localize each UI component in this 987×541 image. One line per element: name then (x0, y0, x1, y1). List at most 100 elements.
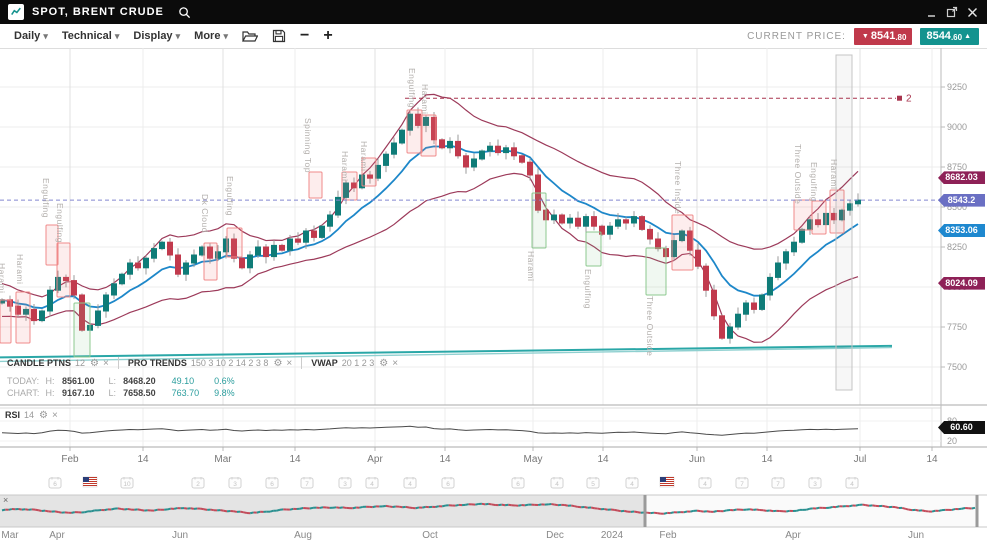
rsi-legend: RSI 14 ⚙ × (5, 409, 58, 421)
gear-icon[interactable]: ⚙ (39, 409, 48, 421)
today-change-pct: 0.6% (214, 376, 235, 386)
pattern-box (226, 227, 243, 258)
date-tick-label: 14 (761, 454, 773, 465)
calendar-event-icon[interactable]: 6 (511, 477, 525, 489)
app-logo-icon (8, 4, 24, 20)
navigator-month-label: 2024 (601, 530, 624, 541)
menu-periodicity[interactable]: Daily ▾ (14, 30, 48, 42)
zoom-out-button[interactable]: − (300, 27, 310, 44)
calendar-event-icon[interactable]: 7 (771, 477, 785, 489)
navigator-handle[interactable] (975, 495, 979, 527)
pattern-annotation: Spinning Top (303, 118, 313, 173)
price-axis-badge: 8543.2 (938, 193, 985, 207)
svg-text:5: 5 (591, 481, 595, 488)
close-icon[interactable]: × (392, 357, 399, 369)
today-stats-row: TODAY: H: 8561.00 L: 8468.20 49.10 0.6% (7, 376, 235, 386)
close-icon[interactable]: × (103, 357, 109, 369)
calendar-event-icon[interactable]: 5 (586, 477, 600, 489)
today-low: 8468.20 (123, 376, 156, 386)
navigator-handle[interactable] (643, 495, 647, 527)
gear-icon[interactable]: ⚙ (273, 357, 283, 369)
menu-more[interactable]: More ▾ (194, 30, 229, 42)
vwap-legend: VWAP (311, 358, 338, 368)
zoom-in-button[interactable]: + (323, 27, 333, 44)
calendar-event-icon[interactable]: 4 (365, 477, 379, 489)
price-axis-badge: 8682.03 (938, 171, 985, 185)
svg-text:4: 4 (850, 481, 854, 488)
pattern-annotation: Engulfing (809, 162, 819, 202)
calendar-event-icon[interactable]: 7 (300, 477, 314, 489)
rsi-line (1, 425, 859, 436)
pattern-box (203, 242, 218, 281)
pattern-annotation: Harami (340, 151, 350, 182)
date-tick-label: Jul (854, 454, 867, 465)
search-icon[interactable] (178, 6, 191, 19)
navigator-close-icon[interactable]: × (3, 495, 9, 505)
menu-display[interactable]: Display ▾ (133, 30, 181, 42)
chart-high: 9167.10 (62, 388, 95, 398)
pattern-box (56, 242, 71, 298)
legend-separator (301, 357, 303, 369)
calendar-event-icon[interactable]: 4 (550, 477, 564, 489)
calendar-event-icon[interactable]: 2 (191, 477, 205, 489)
svg-text:4: 4 (630, 481, 634, 488)
navigator-unselected-range[interactable] (0, 495, 645, 527)
close-icon[interactable] (965, 5, 979, 19)
chart-low: 7658.50 (123, 388, 156, 398)
menu-technical[interactable]: Technical ▾ (61, 30, 120, 42)
chevron-down-icon: ▾ (223, 31, 229, 41)
candle-patterns-legend: CANDLE PTNS (7, 358, 72, 368)
pattern-annotation: Three Inside (673, 161, 683, 215)
navigator-month-label: Mar (1, 530, 19, 541)
window-controls (925, 5, 987, 19)
candlestick-series (0, 107, 861, 344)
open-folder-icon[interactable] (242, 30, 259, 43)
date-tick-label: Feb (61, 454, 79, 465)
calendar-event-icon[interactable]: 4 (845, 477, 859, 489)
close-icon[interactable]: × (52, 409, 58, 421)
pattern-box (15, 291, 31, 344)
calendar-event-icon[interactable]: 6 (441, 477, 455, 489)
svg-text:4: 4 (555, 481, 559, 488)
chart-canvas[interactable]: 92509000875085008250800077507500Feb14Mar… (0, 48, 987, 541)
calendar-event-icon[interactable]: 6 (48, 477, 62, 489)
svg-text:4: 4 (703, 481, 707, 488)
save-icon[interactable] (272, 29, 286, 43)
popout-icon[interactable] (945, 5, 959, 19)
calendar-event-icon[interactable]: 4 (698, 477, 712, 489)
gear-icon[interactable]: ⚙ (379, 357, 389, 369)
selected-candle-highlight (835, 54, 853, 391)
svg-text:3: 3 (813, 481, 817, 488)
calendar-event-icon[interactable]: 4 (403, 477, 417, 489)
svg-text:6: 6 (516, 481, 520, 488)
us-flag-icon[interactable] (659, 476, 675, 488)
us-flag-icon[interactable] (82, 476, 98, 488)
pattern-box (361, 157, 377, 187)
pattern-box (406, 109, 423, 154)
gear-icon[interactable]: ⚙ (90, 357, 99, 369)
price-tick-label: 9250 (947, 82, 967, 92)
navigator-month-label: Oct (422, 530, 438, 541)
pattern-box (73, 302, 91, 358)
pattern-annotation: Harami (15, 254, 25, 285)
today-high: 8561.00 (62, 376, 95, 386)
calendar-event-icon[interactable]: 3 (338, 477, 352, 489)
chevron-down-icon: ▾ (114, 31, 120, 41)
calendar-event-icon[interactable]: 3 (808, 477, 822, 489)
calendar-event-icon[interactable]: 4 (625, 477, 639, 489)
svg-text:6: 6 (270, 481, 274, 488)
svg-text:10: 10 (123, 481, 131, 488)
calendar-event-icon[interactable]: 3 (228, 477, 242, 489)
pro-trends-legend: PRO TRENDS (127, 358, 187, 368)
close-icon[interactable]: × (286, 357, 293, 369)
calendar-event-icon[interactable]: 6 (265, 477, 279, 489)
calendar-event-icon[interactable]: 7 (735, 477, 749, 489)
legend-separator (117, 357, 119, 369)
pattern-box (793, 199, 813, 231)
minimize-icon[interactable] (925, 5, 939, 19)
calendar-event-icon[interactable]: 10 (120, 477, 134, 489)
svg-text:4: 4 (370, 481, 374, 488)
pattern-box (420, 114, 437, 157)
pattern-box (811, 200, 827, 235)
